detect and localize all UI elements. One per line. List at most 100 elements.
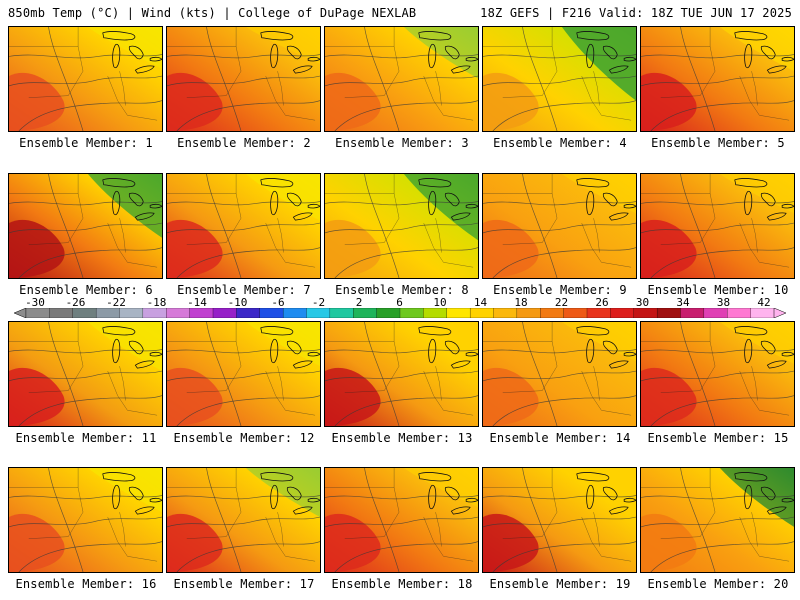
- great-lakes-outline: [102, 177, 136, 188]
- great-lakes-outline: [112, 190, 121, 216]
- ensemble-panel-20: [640, 467, 795, 573]
- state-border: [593, 71, 600, 106]
- colorbar-segment: [516, 308, 541, 318]
- great-lakes-outline: [307, 497, 320, 503]
- state-border: [277, 512, 284, 547]
- temperature-map-8: [325, 174, 478, 278]
- colorbar-segment: [399, 308, 424, 318]
- colorbar-segment: [656, 308, 681, 318]
- height-contour: [206, 322, 242, 426]
- state-border: [277, 218, 284, 253]
- ensemble-member-label: Ensemble Member: 2: [177, 136, 311, 150]
- great-lakes-outline: [418, 471, 452, 482]
- product-title: 850mb Temp (°C) | Wind (kts) | College o…: [8, 6, 417, 20]
- height-contour: [334, 541, 478, 572]
- header: 850mb Temp (°C) | Wind (kts) | College o…: [0, 0, 800, 24]
- warm-core-region: [9, 72, 65, 131]
- height-contour: [325, 516, 478, 528]
- temperature-map-12: [167, 322, 320, 426]
- state-border: [107, 75, 158, 121]
- great-lakes-outline: [734, 471, 768, 482]
- great-lakes-outline: [128, 45, 144, 60]
- great-lakes-outline: [734, 177, 768, 188]
- height-contour: [9, 222, 162, 234]
- great-lakes-outline: [428, 338, 437, 364]
- state-border: [739, 75, 790, 121]
- state-border: [660, 193, 716, 245]
- colorbar-tick-label: 22: [554, 296, 569, 309]
- state-border: [423, 75, 474, 121]
- colorbar-segment: [540, 308, 565, 318]
- height-contour: [650, 395, 794, 426]
- colorbar-labels: -30 -26 -22 -18 -14 -10 -6 -2 2 6 10 14 18 22 26 30 34 38…: [0, 296, 800, 309]
- great-lakes-outline: [608, 506, 629, 515]
- state-border: [660, 341, 716, 393]
- height-contour: [492, 541, 636, 572]
- colorbar-segment: [119, 308, 144, 318]
- great-lakes-outline: [766, 65, 787, 74]
- state-border: [344, 341, 400, 393]
- state-border: [265, 222, 316, 268]
- height-contour: [206, 27, 242, 131]
- great-lakes-outline: [292, 360, 313, 369]
- temperature-map-2: [167, 27, 320, 131]
- height-contour: [18, 247, 162, 278]
- colorbar-tick-label: -26: [65, 296, 86, 309]
- ensemble-panel-2: [166, 26, 321, 132]
- great-lakes-outline: [744, 484, 753, 510]
- great-lakes-outline: [608, 65, 629, 74]
- colorbar-segment: [750, 308, 775, 318]
- height-contour: [483, 516, 636, 528]
- state-border: [265, 516, 316, 562]
- ensemble-panel-12: [166, 321, 321, 427]
- great-lakes-outline: [444, 340, 460, 355]
- height-contour: [364, 468, 400, 572]
- great-lakes-outline: [286, 192, 302, 207]
- state-border: [660, 46, 716, 98]
- colorbar-tick-label: 26: [595, 296, 609, 309]
- colorbar-max-arrow: [773, 308, 786, 318]
- great-lakes-outline: [623, 351, 636, 357]
- state-border: [739, 222, 790, 268]
- great-lakes-outline: [292, 65, 313, 74]
- colorbar-tick-label: -14: [187, 296, 207, 309]
- state-border: [751, 71, 758, 106]
- height-contour: [18, 541, 162, 572]
- temperature-map-4: [483, 27, 636, 131]
- colorbar-segment: [142, 308, 167, 318]
- state-border: [581, 370, 632, 416]
- height-contour: [492, 247, 636, 278]
- great-lakes-outline: [602, 486, 618, 501]
- great-lakes-outline: [602, 340, 618, 355]
- state-border: [119, 71, 126, 106]
- height-contour: [680, 174, 716, 278]
- great-lakes-outline: [286, 340, 302, 355]
- height-contour: [167, 370, 320, 382]
- height-contour: [364, 174, 400, 278]
- state-border: [660, 487, 716, 539]
- great-lakes-outline: [760, 340, 776, 355]
- state-border: [167, 174, 237, 194]
- colorbar-segment: [25, 308, 50, 318]
- great-lakes-outline: [602, 192, 618, 207]
- ensemble-member-label: Ensemble Member: 19: [489, 577, 631, 591]
- ensemble-panel-15: [640, 321, 795, 427]
- temperature-map-10: [641, 174, 794, 278]
- colorbar-tick-label: 14: [473, 296, 488, 309]
- state-border: [344, 193, 400, 245]
- height-contour: [364, 27, 400, 131]
- height-contour: [522, 174, 558, 278]
- colorbar-segment: [329, 308, 354, 318]
- colorbar-segment: [49, 308, 74, 318]
- great-lakes-outline: [286, 486, 302, 501]
- great-lakes-outline: [450, 506, 471, 515]
- great-lakes-outline: [465, 497, 478, 503]
- colorbar-tick-label: 38: [716, 296, 731, 309]
- great-lakes-outline: [102, 30, 136, 41]
- great-lakes-outline: [260, 471, 294, 482]
- colorbar-segment: [586, 308, 611, 318]
- height-contour: [641, 222, 794, 234]
- great-lakes-outline: [602, 45, 618, 60]
- great-lakes-outline: [744, 338, 753, 364]
- state-border: [435, 366, 442, 401]
